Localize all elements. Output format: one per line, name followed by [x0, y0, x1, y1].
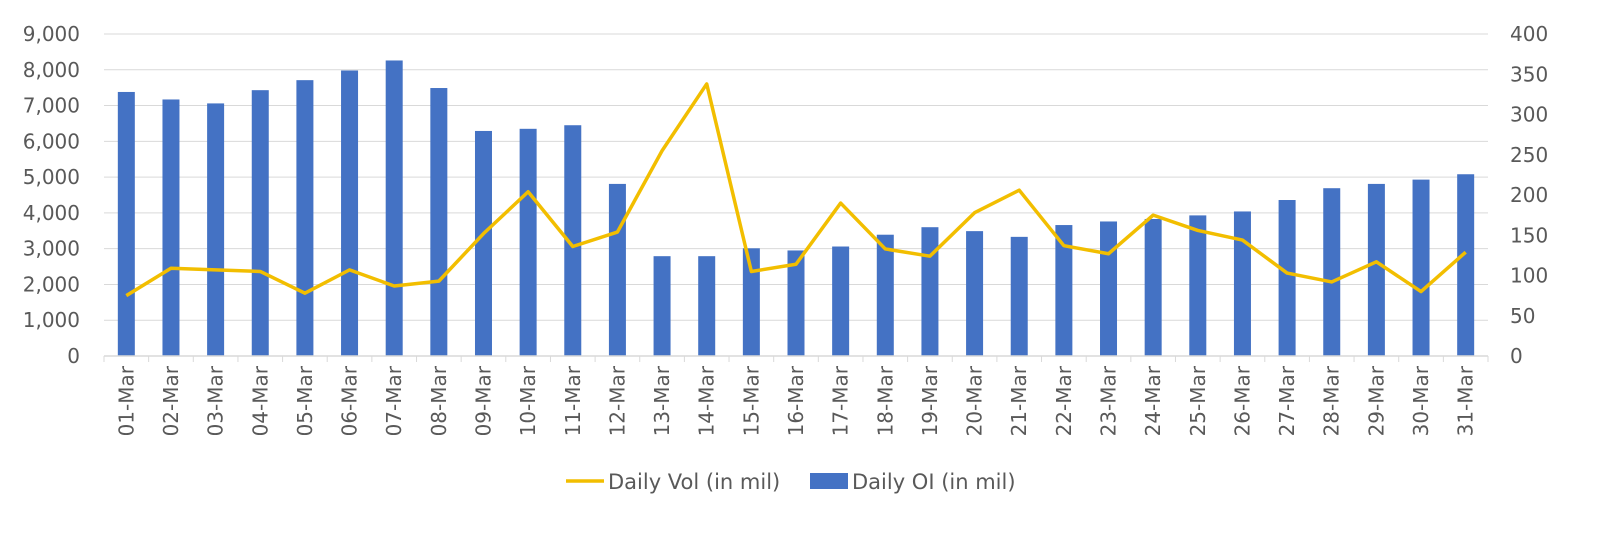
- x-tick-label: 02-Mar: [159, 365, 183, 436]
- bar-daily-oi-06-Mar: [341, 70, 358, 356]
- x-tick-label: 04-Mar: [248, 365, 272, 436]
- bar-daily-oi-27-Mar: [1279, 200, 1296, 356]
- bar-daily-oi-24-Mar: [1145, 219, 1162, 356]
- right-axis-tick-label: 200: [1510, 183, 1548, 207]
- legend-label: Daily OI (in mil): [852, 470, 1016, 494]
- right-axis-tick-label: 0: [1510, 344, 1523, 368]
- left-axis-tick-label: 7,000: [23, 94, 80, 118]
- bar-daily-oi-25-Mar: [1189, 215, 1206, 356]
- x-tick-label: 27-Mar: [1275, 365, 1299, 436]
- x-tick-label: 01-Mar: [114, 365, 138, 436]
- bar-daily-oi-13-Mar: [654, 256, 671, 356]
- left-axis-tick-label: 4,000: [23, 201, 80, 225]
- x-tick-label: 18-Mar: [873, 365, 897, 436]
- bar-series-daily-oi: [118, 60, 1474, 356]
- x-tick-label: 09-Mar: [471, 365, 495, 436]
- x-tick-label: 25-Mar: [1186, 365, 1210, 436]
- x-tick-label: 13-Mar: [650, 365, 674, 436]
- legend-label: Daily Vol (in mil): [608, 470, 780, 494]
- left-axis-tick-label: 9,000: [23, 22, 80, 46]
- legend-item-daily-oi: Daily OI (in mil): [810, 470, 1016, 494]
- bar-daily-oi-17-Mar: [832, 247, 849, 356]
- x-tick-label: 28-Mar: [1320, 365, 1344, 436]
- bar-daily-oi-29-Mar: [1368, 184, 1385, 356]
- bar-daily-oi-10-Mar: [520, 129, 537, 356]
- bar-daily-oi-14-Mar: [698, 256, 715, 356]
- bar-daily-oi-19-Mar: [921, 227, 938, 356]
- bar-daily-oi-03-Mar: [207, 103, 224, 356]
- x-tick-label: 31-Mar: [1454, 365, 1478, 436]
- right-axis-tick-label: 400: [1510, 22, 1548, 46]
- x-tick-label: 29-Mar: [1364, 365, 1388, 436]
- bar-daily-oi-07-Mar: [386, 60, 403, 356]
- right-axis-tick-label: 300: [1510, 103, 1548, 127]
- bar-daily-oi-20-Mar: [966, 231, 983, 356]
- left-axis-tick-label: 1,000: [23, 308, 80, 332]
- x-tick-label: 19-Mar: [918, 365, 942, 436]
- right-axis-tick-label: 50: [1510, 304, 1535, 328]
- left-axis-tick-label: 0: [67, 344, 80, 368]
- x-tick-label: 21-Mar: [1007, 365, 1031, 436]
- x-tick-label: 11-Mar: [561, 365, 585, 436]
- x-tick-label: 23-Mar: [1097, 365, 1121, 436]
- left-axis-tick-label: 5,000: [23, 165, 80, 189]
- x-tick-label: 05-Mar: [293, 365, 317, 436]
- x-tick-label: 20-Mar: [963, 365, 987, 436]
- right-axis-tick-label: 250: [1510, 143, 1548, 167]
- line-series-daily-vol: [126, 84, 1465, 296]
- right-axis-tick-label: 350: [1510, 62, 1548, 86]
- bar-daily-oi-12-Mar: [609, 184, 626, 356]
- bar-daily-oi-21-Mar: [1011, 237, 1028, 356]
- x-tick-label: 14-Mar: [695, 365, 719, 436]
- axes: 0 1,000 2,000 3,000 4,000 5,000 6,000 7,000 8,00…: [23, 22, 1548, 436]
- bar-daily-oi-02-Mar: [162, 99, 179, 356]
- bar-daily-oi-05-Mar: [296, 80, 313, 356]
- legend-bar-swatch: [810, 473, 848, 489]
- x-tick-label: 30-Mar: [1409, 365, 1433, 436]
- x-tick-label: 17-Mar: [829, 365, 853, 436]
- left-axis-tick-label: 3,000: [23, 237, 80, 261]
- x-tick-label: 10-Mar: [516, 365, 540, 436]
- bar-daily-oi-28-Mar: [1323, 188, 1340, 356]
- x-tick-label: 24-Mar: [1141, 365, 1165, 436]
- left-axis-tick-label: 8,000: [23, 58, 80, 82]
- x-tick-label: 15-Mar: [739, 365, 763, 436]
- x-tick-label: 08-Mar: [427, 365, 451, 436]
- x-tick-label: 03-Mar: [204, 365, 228, 436]
- right-axis-tick-label: 150: [1510, 223, 1548, 247]
- bar-daily-oi-26-Mar: [1234, 211, 1251, 356]
- bar-daily-oi-09-Mar: [475, 131, 492, 356]
- x-tick-label: 12-Mar: [605, 365, 629, 436]
- x-tick-label: 26-Mar: [1230, 365, 1254, 436]
- x-tick-label: 22-Mar: [1052, 365, 1076, 436]
- bar-daily-oi-08-Mar: [430, 88, 447, 356]
- right-axis-tick-label: 100: [1510, 264, 1548, 288]
- bar-daily-oi-31-Mar: [1457, 174, 1474, 356]
- x-tick-label: 16-Mar: [784, 365, 808, 436]
- bar-daily-oi-30-Mar: [1413, 180, 1430, 356]
- bar-daily-oi-01-Mar: [118, 92, 135, 356]
- bar-daily-oi-04-Mar: [252, 90, 269, 356]
- bar-daily-oi-18-Mar: [877, 235, 894, 356]
- legend: Daily Vol (in mil) Daily OI (in mil): [566, 470, 1016, 494]
- legend-item-daily-vol: Daily Vol (in mil): [566, 470, 780, 494]
- x-tick-label: 07-Mar: [382, 365, 406, 436]
- left-axis-tick-label: 6,000: [23, 129, 80, 153]
- x-tick-label: 06-Mar: [338, 365, 362, 436]
- left-axis-tick-label: 2,000: [23, 272, 80, 296]
- line-daily-vol: [126, 84, 1465, 296]
- bar-daily-oi-23-Mar: [1100, 221, 1117, 356]
